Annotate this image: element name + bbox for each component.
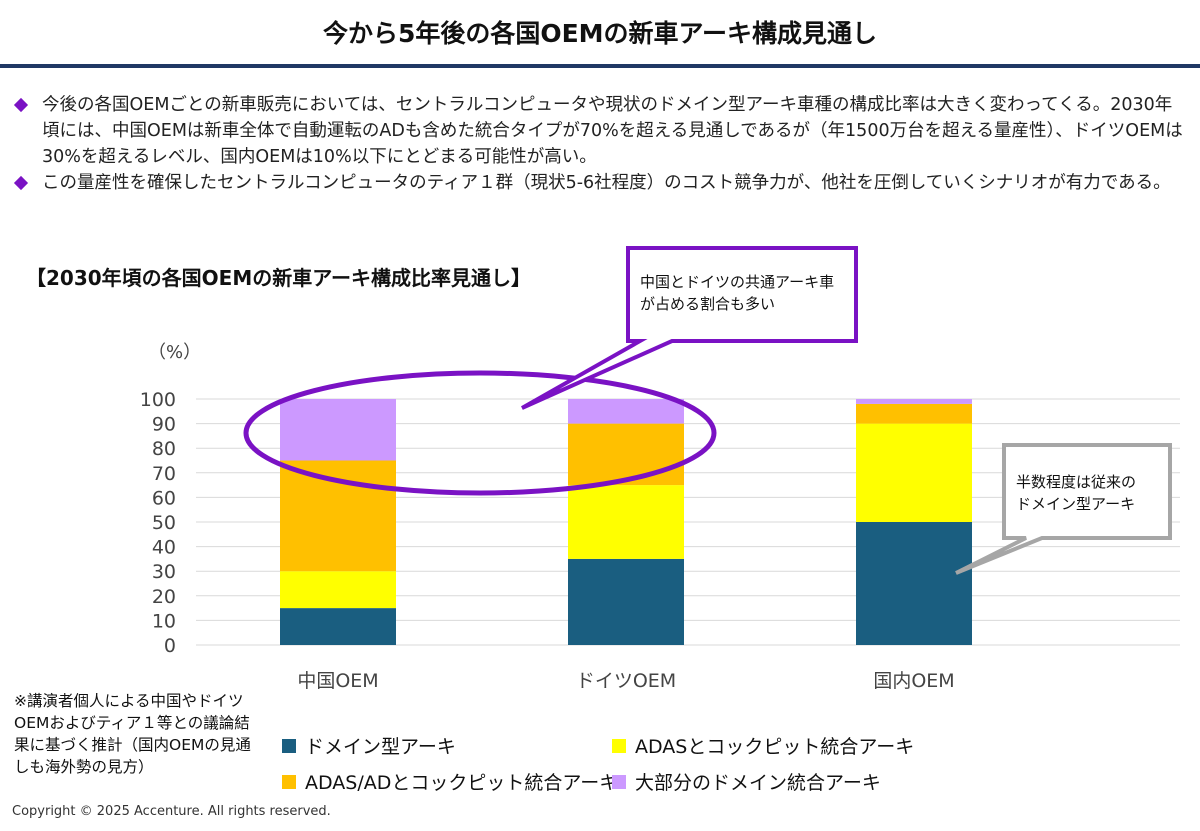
y-tick-label: 60 bbox=[152, 487, 176, 509]
y-tick-label: 40 bbox=[152, 537, 176, 559]
copyright: Copyright © 2025 Accenture. All rights r… bbox=[12, 804, 331, 819]
bar-segment bbox=[568, 423, 684, 486]
bar-segment bbox=[568, 485, 684, 559]
bullet-item: この量産性を確保したセントラルコンピュータのティア１群（現状5-6社程度）のコス… bbox=[13, 170, 1184, 196]
legend-swatch bbox=[282, 738, 296, 753]
legend-item: ADAS/ADとコックピット統合アーキ bbox=[282, 768, 618, 795]
x-category-label: 中国OEM bbox=[297, 670, 378, 692]
legend-swatch bbox=[282, 774, 296, 789]
bar-segment bbox=[568, 558, 684, 645]
legend-label: ADAS/ADとコックピット統合アーキ bbox=[305, 772, 619, 794]
legend-item: ADASとコックピット統合アーキ bbox=[612, 732, 914, 759]
y-axis-unit-label: （%） bbox=[148, 342, 201, 363]
bullet-text: 今後の各国OEMごとの新車販売においては、セントラルコンピュータや現状のドメイン… bbox=[42, 95, 1183, 167]
bar-segment bbox=[280, 608, 396, 645]
y-tick-label: 100 bbox=[140, 389, 176, 411]
legend-item: 大部分のドメイン統合アーキ bbox=[612, 768, 881, 795]
bullet-list: 今後の各国OEMごとの新車販売においては、セントラルコンピュータや現状のドメイン… bbox=[13, 92, 1184, 196]
callout-bubble bbox=[521, 246, 858, 410]
callout-text: 中国とドイツの共通アーキ車 bbox=[640, 273, 834, 291]
bullet-text: この量産性を確保したセントラルコンピュータのティア１群（現状5-6社程度）のコス… bbox=[42, 173, 1171, 193]
legend-swatch bbox=[612, 738, 626, 753]
y-tick-label: 30 bbox=[152, 561, 176, 583]
y-tick-label: 90 bbox=[152, 414, 176, 436]
callout-text: が占める割合も多い bbox=[640, 295, 775, 313]
bar-segment bbox=[280, 460, 396, 572]
y-tick-label: 20 bbox=[152, 586, 176, 608]
title-divider bbox=[0, 64, 1200, 68]
legend-label: 大部分のドメイン統合アーキ bbox=[635, 772, 881, 794]
bullet-item: 今後の各国OEMごとの新車販売においては、セントラルコンピュータや現状のドメイン… bbox=[13, 92, 1184, 170]
bar-segment bbox=[856, 403, 972, 424]
y-tick-label: 10 bbox=[152, 610, 176, 632]
page-title: 今から5年後の各国OEMの新車アーキ構成見通し bbox=[322, 19, 878, 48]
bar-segment bbox=[856, 399, 972, 404]
legend-label: ドメイン型アーキ bbox=[305, 736, 456, 758]
callout-text: ドメイン型アーキ bbox=[1016, 495, 1135, 513]
y-tick-label: 70 bbox=[152, 463, 176, 485]
callout-bubble bbox=[955, 443, 1172, 575]
bar-segment bbox=[280, 571, 396, 609]
legend-swatch bbox=[612, 774, 626, 789]
y-tick-label: 0 bbox=[164, 635, 176, 657]
bar-segment bbox=[280, 399, 396, 461]
bar-segment bbox=[856, 423, 972, 522]
callout-text: 半数程度は従来の bbox=[1016, 473, 1136, 491]
legend-label: ADASとコックピット統合アーキ bbox=[635, 736, 915, 758]
bar-segment bbox=[856, 522, 972, 645]
bar-segment bbox=[568, 399, 684, 424]
footnote: ※講演者個人による中国やドイツOEMおよびティア１等との議論結果に基づく推計（国… bbox=[14, 692, 251, 776]
highlight-ellipse bbox=[243, 370, 717, 496]
chart-title: 【2030年頃の各国OEMの新車アーキ構成比率見通し】 bbox=[26, 266, 532, 290]
y-tick-label: 50 bbox=[152, 512, 176, 534]
legend-item: ドメイン型アーキ bbox=[282, 732, 456, 759]
x-category-label: 国内OEM bbox=[873, 670, 954, 692]
x-category-label: ドイツOEM bbox=[576, 670, 676, 692]
y-tick-label: 80 bbox=[152, 438, 176, 460]
